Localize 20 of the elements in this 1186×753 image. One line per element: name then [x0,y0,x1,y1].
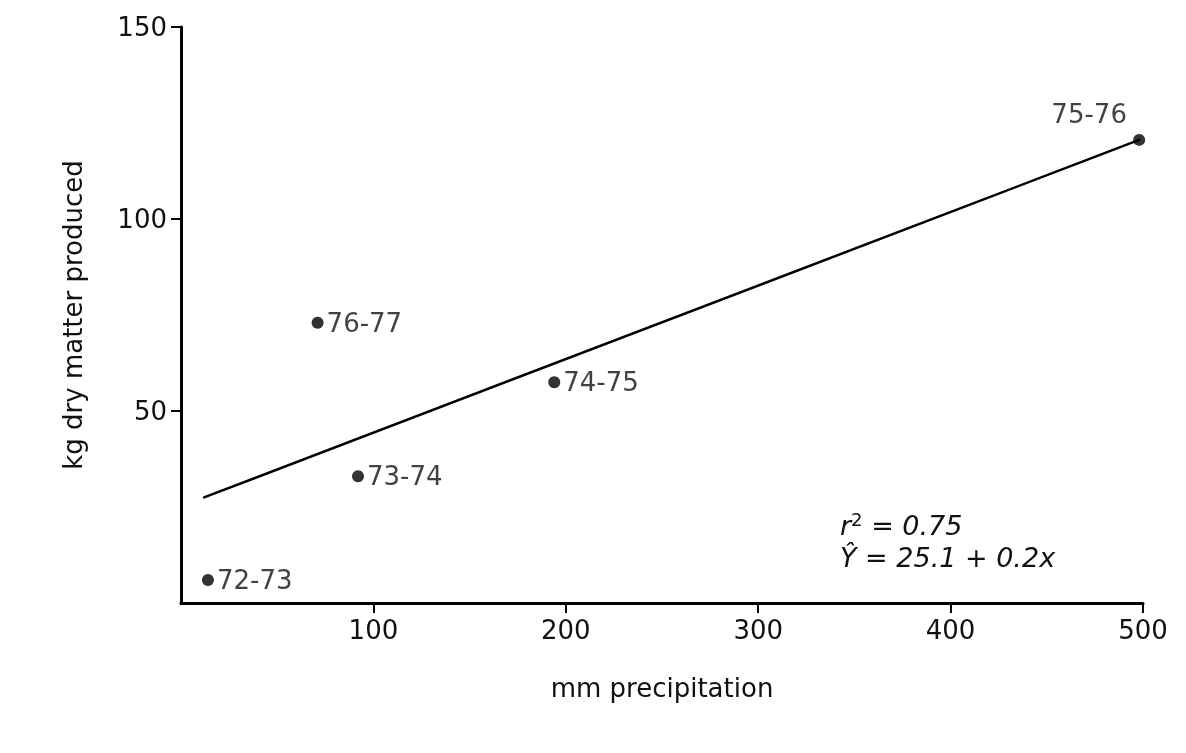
y-tick-label: 100 [117,204,167,234]
x-axis-title: mm precipitation [550,673,774,703]
annotation: 75-76 [1051,98,1127,129]
x-tick-label: 500 [1118,615,1168,645]
point [548,376,561,389]
annotation: Ŷ = 25.1 + 0.2x [840,542,1057,573]
annotation: 73-74 [367,461,443,492]
annotation: 72-73 [216,564,293,595]
x-tick-label: 200 [540,615,591,645]
y-tick-label: 150 [117,12,167,42]
x-tick-label: 400 [925,615,976,645]
x-tick-label: 300 [733,615,784,645]
y-tick-label: 50 [133,396,167,426]
y-axis-title: kg dry matter produced [58,160,88,470]
point [311,316,324,329]
point [352,470,365,483]
annotation: 76-77 [326,307,403,338]
x-tick-label: 100 [348,615,399,645]
point [201,573,214,586]
annotation: 74-75 [563,367,639,398]
